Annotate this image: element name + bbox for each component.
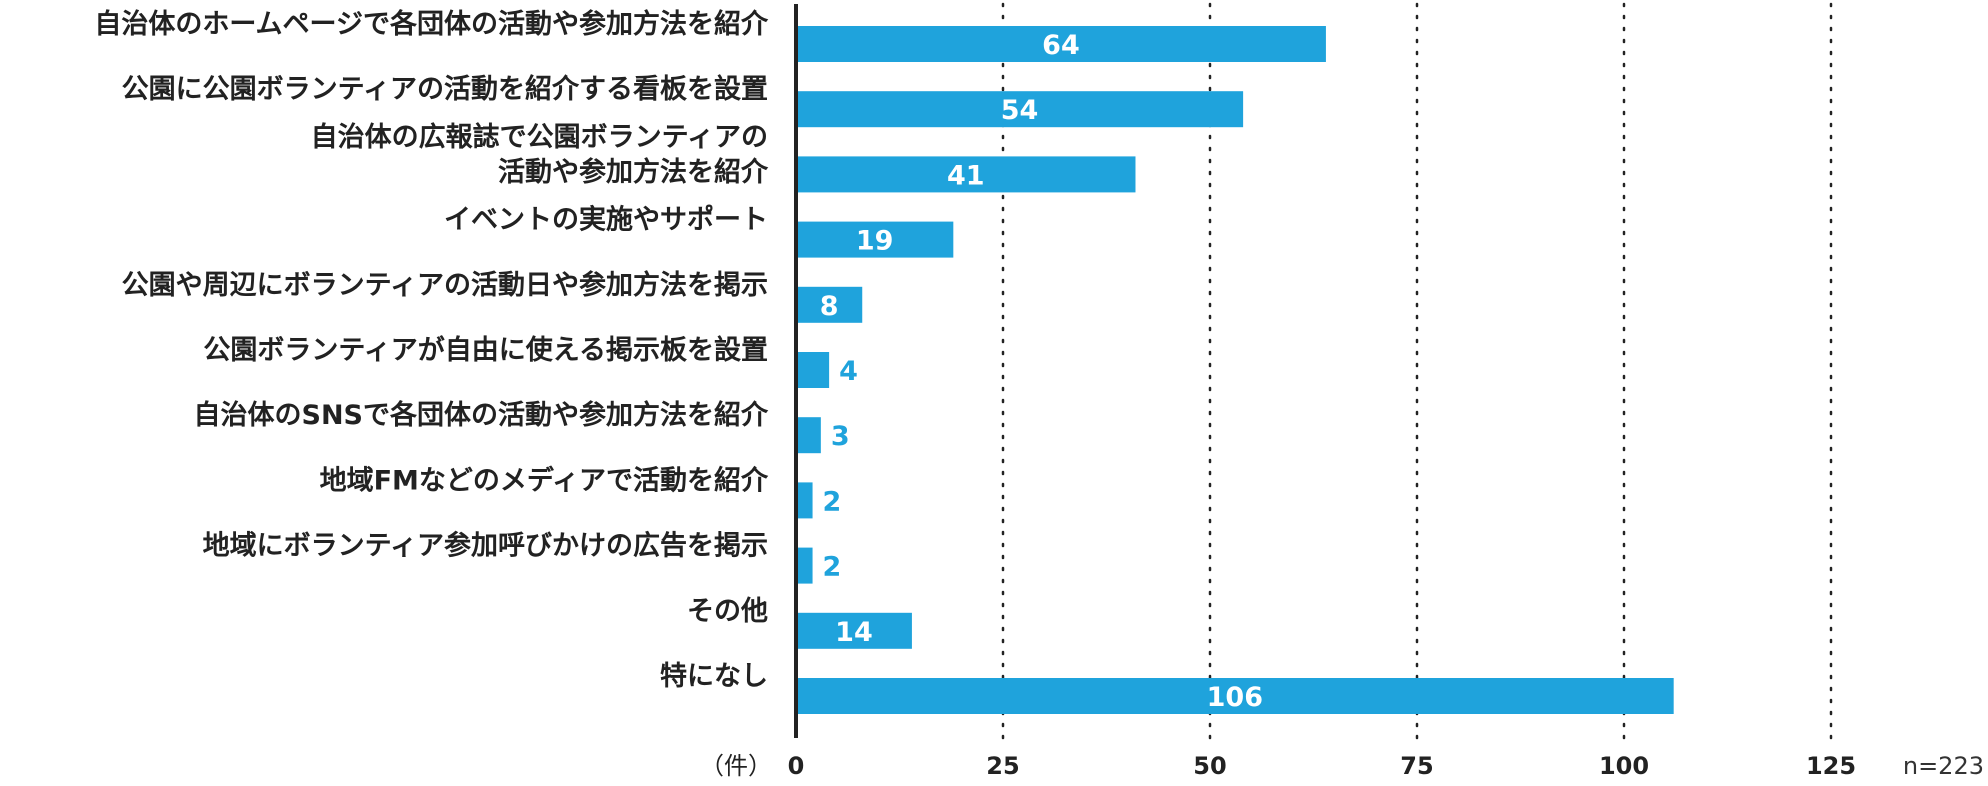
category-labels: 自治体のホームページで各団体の活動や参加方法を紹介公園に公園ボランティアの活動を… — [94, 8, 769, 692]
sample-size-note: n=223 — [1903, 752, 1984, 780]
bar-value-label-3: 19 — [856, 226, 894, 257]
bar-value-label-9: 14 — [835, 617, 873, 648]
bar-value-label-5: 4 — [839, 356, 858, 387]
unit-label: （件） — [700, 752, 772, 780]
category-label-10: 特になし — [660, 661, 768, 692]
category-label-9: その他 — [687, 596, 768, 627]
bar-value-label-7: 2 — [823, 486, 842, 517]
category-label-7: 地域FMなどのメディアで活動を紹介 — [320, 464, 769, 496]
bar-value-label-10: 106 — [1207, 682, 1263, 713]
category-label-2-line-0: 自治体の広報誌で公園ボランティアの — [311, 121, 768, 153]
x-tick-label-50: 50 — [1193, 752, 1226, 780]
category-label-5: 公園ボランティアが自由に使える掲示板を設置 — [203, 334, 768, 366]
bar-value-label-6: 3 — [831, 421, 850, 452]
x-tick-labels: 0 25 50 75 100 125 — [788, 752, 1856, 780]
bar-9 — [796, 612, 912, 649]
category-label-0: 自治体のホームページで各団体の活動や参加方法を紹介 — [94, 8, 769, 40]
x-tick-label-125: 125 — [1806, 752, 1856, 780]
category-label-6: 自治体のSNSで各団体の活動や参加方法を紹介 — [194, 399, 769, 431]
bar-8 — [796, 547, 813, 584]
bar-5 — [796, 352, 830, 388]
bar-6 — [796, 417, 821, 454]
x-tick-label-100: 100 — [1599, 752, 1649, 780]
x-tick-label-25: 25 — [986, 752, 1019, 780]
bar-0 — [796, 26, 1326, 62]
bar-10 — [796, 678, 1674, 714]
bar-2 — [796, 156, 1136, 193]
bar-value-label-4: 8 — [820, 291, 839, 322]
category-label-1: 公園に公園ボランティアの活動を紹介する看板を設置 — [122, 73, 768, 105]
bar-7 — [796, 482, 813, 519]
bar-3 — [796, 221, 954, 258]
category-label-8: 地域にボランティア参加呼びかけの広告を掲示 — [203, 530, 768, 562]
bar-4 — [796, 286, 863, 323]
x-tick-label-0: 0 — [788, 752, 805, 780]
bar-value-label-8: 2 — [823, 552, 842, 583]
bar-value-label-1: 54 — [1001, 95, 1039, 126]
bars: 64 54 41 19 8 4 3 2 2 14 106 — [796, 26, 1674, 714]
category-label-4: 公園や周辺にボランティアの活動日や参加方法を掲示 — [122, 269, 768, 301]
bar-value-label-0: 64 — [1042, 30, 1080, 61]
category-label-3: イベントの実施やサポート — [444, 204, 768, 236]
x-tick-label-75: 75 — [1400, 752, 1433, 780]
bar-1 — [796, 91, 1244, 128]
category-label-2-line-1: 活動や参加方法を紹介 — [498, 156, 769, 188]
bar-value-label-2: 41 — [947, 160, 985, 191]
